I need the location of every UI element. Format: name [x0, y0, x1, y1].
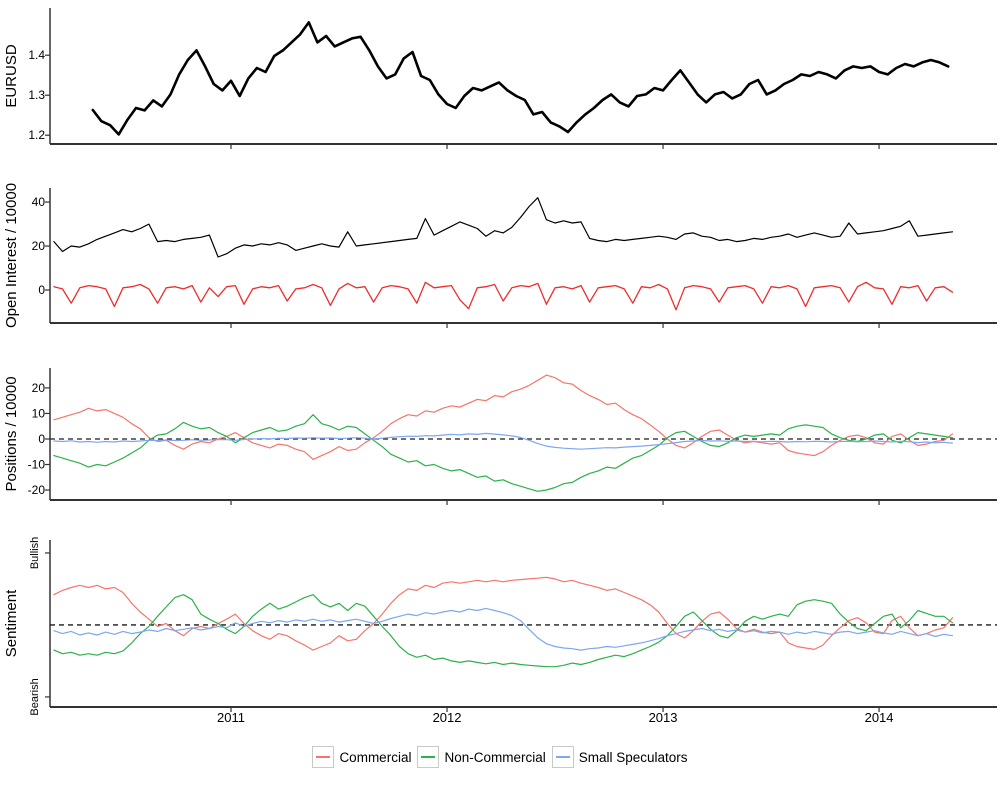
legend-item-non-commercial: Non-Commercial	[417, 746, 546, 768]
y-tick-label: 1.3	[28, 88, 45, 102]
y-tick-label: 1.4	[28, 48, 45, 62]
legend-line-non-commercial	[421, 756, 436, 758]
legend: Commercial Non-Commercial Small Speculat…	[0, 746, 1000, 768]
y-axis-title: Positions / 10000	[3, 376, 20, 491]
y-tick-label: Bearish	[29, 678, 41, 715]
y-axis-title: EURUSD	[3, 44, 20, 108]
legend-key-small-speculators	[551, 746, 574, 768]
y-axis-title: Sentiment	[3, 589, 20, 657]
y-tick-label: Bullish	[29, 537, 41, 569]
y-axis-title: Open Interest / 10000	[3, 183, 20, 328]
legend-label-non-commercial: Non-Commercial	[444, 749, 546, 765]
y-tick-label: 40	[32, 195, 46, 209]
chart-canvas: 1.2 1.3 1.4 EURUSD 0 20 40 Open Interest / 1000…	[3, 8, 997, 725]
series-line-open-interest	[53, 197, 954, 258]
y-tick-label: 0	[38, 432, 45, 446]
legend-key-commercial	[312, 746, 335, 768]
series-line-eurusd	[91, 21, 950, 136]
y-tick-label: -10	[28, 458, 46, 472]
x-tick-label: 2012	[433, 710, 462, 725]
series-line-non-commercial	[53, 414, 954, 492]
series-line-small-speculators	[53, 607, 954, 651]
y-tick-label: -20	[28, 483, 46, 497]
y-tick-label: 20	[32, 381, 46, 395]
y-tick-label: 20	[32, 239, 46, 253]
x-tick-label: 2013	[649, 710, 678, 725]
legend-item-small-speculators: Small Speculators	[551, 746, 688, 768]
x-tick-label: 2011	[217, 710, 245, 725]
y-tick-label: 10	[32, 406, 46, 420]
legend-key-non-commercial	[417, 746, 440, 768]
x-tick-label: 2014	[865, 710, 894, 725]
legend-item-commercial: Commercial	[312, 746, 411, 768]
legend-line-small-speculators	[555, 756, 570, 758]
series-line-open-interest-change	[53, 281, 954, 311]
legend-line-commercial	[316, 756, 331, 758]
series-line-non-commercial	[53, 594, 954, 668]
series-line-small-speculators	[53, 432, 954, 450]
y-tick-label: 0	[38, 283, 45, 297]
legend-label-small-speculators: Small Speculators	[578, 749, 688, 765]
series-line-commercial	[53, 576, 954, 651]
series-line-commercial	[53, 374, 954, 460]
legend-label-commercial: Commercial	[339, 749, 412, 765]
y-tick-label: 1.2	[28, 128, 45, 142]
